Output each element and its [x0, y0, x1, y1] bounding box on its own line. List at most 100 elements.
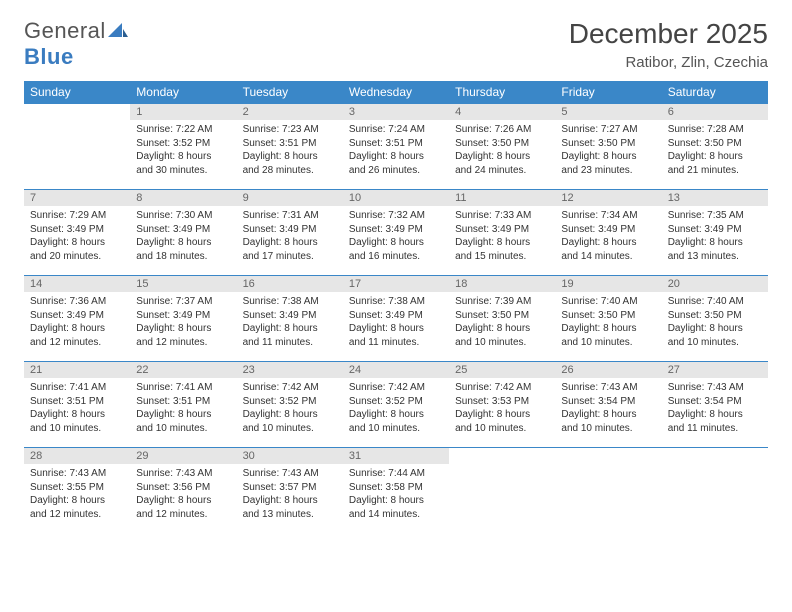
- day-d2: and 15 minutes.: [455, 250, 549, 264]
- day-d1: Daylight: 8 hours: [561, 322, 655, 336]
- day-sunrise: Sunrise: 7:28 AM: [668, 123, 762, 137]
- day-number: 26: [555, 362, 661, 378]
- day-sunset: Sunset: 3:50 PM: [455, 309, 549, 323]
- day-d1: Daylight: 8 hours: [561, 236, 655, 250]
- calendar-day-cell: 3Sunrise: 7:24 AMSunset: 3:51 PMDaylight…: [343, 104, 449, 190]
- day-details: Sunrise: 7:23 AMSunset: 3:51 PMDaylight:…: [237, 120, 343, 181]
- calendar-day-cell: 8Sunrise: 7:30 AMSunset: 3:49 PMDaylight…: [130, 190, 236, 276]
- day-details: Sunrise: 7:29 AMSunset: 3:49 PMDaylight:…: [24, 206, 130, 267]
- day-d1: Daylight: 8 hours: [30, 408, 124, 422]
- day-d1: Daylight: 8 hours: [349, 236, 443, 250]
- calendar-day-cell: 16Sunrise: 7:38 AMSunset: 3:49 PMDayligh…: [237, 276, 343, 362]
- day-d1: Daylight: 8 hours: [349, 322, 443, 336]
- day-d1: Daylight: 8 hours: [243, 236, 337, 250]
- day-d1: Daylight: 8 hours: [455, 322, 549, 336]
- day-sunrise: Sunrise: 7:35 AM: [668, 209, 762, 223]
- calendar-day-cell: 31Sunrise: 7:44 AMSunset: 3:58 PMDayligh…: [343, 448, 449, 534]
- day-sunset: Sunset: 3:56 PM: [136, 481, 230, 495]
- day-d2: and 10 minutes.: [455, 336, 549, 350]
- day-number: 15: [130, 276, 236, 292]
- calendar-week-row: 28Sunrise: 7:43 AMSunset: 3:55 PMDayligh…: [24, 448, 768, 534]
- day-details: Sunrise: 7:34 AMSunset: 3:49 PMDaylight:…: [555, 206, 661, 267]
- day-d2: and 23 minutes.: [561, 164, 655, 178]
- header-row: GeneralBlue December 2025 Ratibor, Zlin,…: [24, 18, 768, 71]
- day-number: 31: [343, 448, 449, 464]
- calendar-week-row: 21Sunrise: 7:41 AMSunset: 3:51 PMDayligh…: [24, 362, 768, 448]
- day-d2: and 14 minutes.: [349, 508, 443, 522]
- day-sunset: Sunset: 3:49 PM: [30, 309, 124, 323]
- day-sunrise: Sunrise: 7:43 AM: [243, 467, 337, 481]
- day-d2: and 10 minutes.: [561, 336, 655, 350]
- day-d1: Daylight: 8 hours: [136, 408, 230, 422]
- day-details: Sunrise: 7:24 AMSunset: 3:51 PMDaylight:…: [343, 120, 449, 181]
- day-sunrise: Sunrise: 7:29 AM: [30, 209, 124, 223]
- day-d2: and 12 minutes.: [136, 336, 230, 350]
- calendar-week-row: 1Sunrise: 7:22 AMSunset: 3:52 PMDaylight…: [24, 104, 768, 190]
- day-sunset: Sunset: 3:58 PM: [349, 481, 443, 495]
- day-sunrise: Sunrise: 7:38 AM: [243, 295, 337, 309]
- day-sunrise: Sunrise: 7:41 AM: [30, 381, 124, 395]
- day-number: 16: [237, 276, 343, 292]
- day-d1: Daylight: 8 hours: [455, 408, 549, 422]
- day-number: 20: [662, 276, 768, 292]
- day-d2: and 10 minutes.: [136, 422, 230, 436]
- calendar-day-cell: 4Sunrise: 7:26 AMSunset: 3:50 PMDaylight…: [449, 104, 555, 190]
- day-number: 9: [237, 190, 343, 206]
- day-sunrise: Sunrise: 7:43 AM: [668, 381, 762, 395]
- calendar-day-cell: [555, 448, 661, 534]
- day-d2: and 12 minutes.: [30, 508, 124, 522]
- day-d1: Daylight: 8 hours: [243, 494, 337, 508]
- day-d2: and 10 minutes.: [455, 422, 549, 436]
- day-d2: and 20 minutes.: [30, 250, 124, 264]
- day-details: Sunrise: 7:43 AMSunset: 3:57 PMDaylight:…: [237, 464, 343, 525]
- calendar-day-cell: 15Sunrise: 7:37 AMSunset: 3:49 PMDayligh…: [130, 276, 236, 362]
- day-sunset: Sunset: 3:54 PM: [561, 395, 655, 409]
- calendar-day-cell: 18Sunrise: 7:39 AMSunset: 3:50 PMDayligh…: [449, 276, 555, 362]
- day-number: 3: [343, 104, 449, 120]
- calendar-day-cell: 9Sunrise: 7:31 AMSunset: 3:49 PMDaylight…: [237, 190, 343, 276]
- logo-word-2: Blue: [24, 44, 74, 69]
- day-d2: and 17 minutes.: [243, 250, 337, 264]
- calendar-day-cell: [449, 448, 555, 534]
- page-location: Ratibor, Zlin, Czechia: [569, 54, 768, 71]
- day-details: Sunrise: 7:43 AMSunset: 3:55 PMDaylight:…: [24, 464, 130, 525]
- day-sunrise: Sunrise: 7:43 AM: [30, 467, 124, 481]
- day-sunset: Sunset: 3:51 PM: [30, 395, 124, 409]
- day-sunset: Sunset: 3:52 PM: [136, 137, 230, 151]
- day-d1: Daylight: 8 hours: [30, 236, 124, 250]
- day-d2: and 13 minutes.: [243, 508, 337, 522]
- calendar-day-cell: 27Sunrise: 7:43 AMSunset: 3:54 PMDayligh…: [662, 362, 768, 448]
- day-number: 22: [130, 362, 236, 378]
- day-d1: Daylight: 8 hours: [30, 494, 124, 508]
- day-sunset: Sunset: 3:51 PM: [349, 137, 443, 151]
- day-details: Sunrise: 7:35 AMSunset: 3:49 PMDaylight:…: [662, 206, 768, 267]
- day-d1: Daylight: 8 hours: [668, 322, 762, 336]
- day-sunrise: Sunrise: 7:43 AM: [561, 381, 655, 395]
- day-details: Sunrise: 7:26 AMSunset: 3:50 PMDaylight:…: [449, 120, 555, 181]
- day-d1: Daylight: 8 hours: [561, 408, 655, 422]
- day-details: Sunrise: 7:31 AMSunset: 3:49 PMDaylight:…: [237, 206, 343, 267]
- calendar-day-cell: 19Sunrise: 7:40 AMSunset: 3:50 PMDayligh…: [555, 276, 661, 362]
- day-d1: Daylight: 8 hours: [243, 150, 337, 164]
- calendar-day-cell: 28Sunrise: 7:43 AMSunset: 3:55 PMDayligh…: [24, 448, 130, 534]
- calendar-day-cell: 24Sunrise: 7:42 AMSunset: 3:52 PMDayligh…: [343, 362, 449, 448]
- weekday-header: Saturday: [662, 81, 768, 104]
- weekday-header: Tuesday: [237, 81, 343, 104]
- day-d2: and 12 minutes.: [136, 508, 230, 522]
- day-number: 23: [237, 362, 343, 378]
- day-details: Sunrise: 7:27 AMSunset: 3:50 PMDaylight:…: [555, 120, 661, 181]
- day-number: 19: [555, 276, 661, 292]
- day-d1: Daylight: 8 hours: [136, 236, 230, 250]
- day-sunrise: Sunrise: 7:24 AM: [349, 123, 443, 137]
- day-sunset: Sunset: 3:49 PM: [349, 223, 443, 237]
- calendar-day-cell: 29Sunrise: 7:43 AMSunset: 3:56 PMDayligh…: [130, 448, 236, 534]
- day-d1: Daylight: 8 hours: [561, 150, 655, 164]
- day-number: 17: [343, 276, 449, 292]
- day-number: 11: [449, 190, 555, 206]
- day-sunrise: Sunrise: 7:32 AM: [349, 209, 443, 223]
- calendar-day-cell: 6Sunrise: 7:28 AMSunset: 3:50 PMDaylight…: [662, 104, 768, 190]
- page-title: December 2025: [569, 18, 768, 50]
- day-number: 12: [555, 190, 661, 206]
- day-sunset: Sunset: 3:50 PM: [668, 137, 762, 151]
- day-sunset: Sunset: 3:50 PM: [455, 137, 549, 151]
